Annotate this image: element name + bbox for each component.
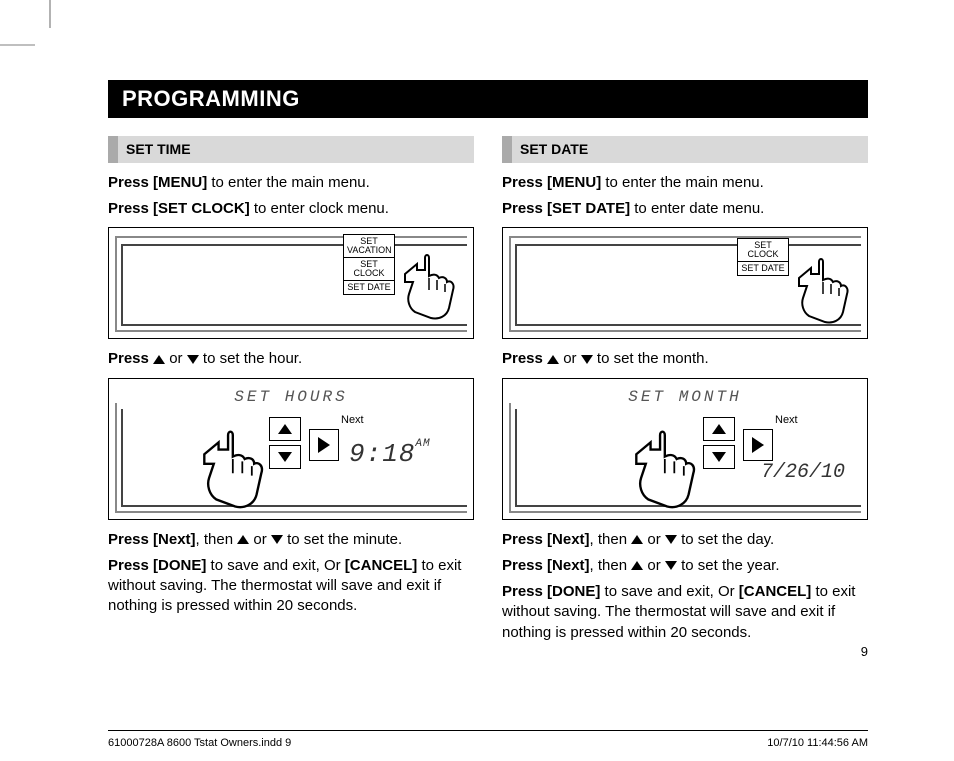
down-arrow-icon [278, 452, 292, 462]
bold-text: Press [MENU] [502, 174, 601, 191]
bold-text: [CANCEL] [739, 583, 812, 600]
section-title: PROGRAMMING [108, 80, 868, 118]
date-readout: 7/26/10 [761, 459, 845, 486]
instruction-line: Press [Next], then or to set the day. [502, 530, 868, 550]
next-button[interactable] [743, 429, 773, 461]
text: to save and exit, Or [206, 557, 344, 574]
text: to enter the main menu. [207, 174, 370, 191]
text: to enter the main menu. [601, 174, 764, 191]
next-button[interactable] [309, 429, 339, 461]
time-value: 9:18 [349, 439, 415, 469]
page-content: PROGRAMMING SET TIME Press [MENU] to ent… [108, 80, 868, 649]
lcd-title-text: SET MONTH [503, 387, 867, 409]
menu-button[interactable]: SET CLOCK [343, 257, 395, 281]
text: , then [590, 531, 632, 548]
bold-text: Press [MENU] [108, 174, 207, 191]
bold-text: Press [502, 350, 547, 367]
up-arrow-icon [153, 355, 165, 364]
instruction-line: Press [Next], then or to set the year. [502, 556, 868, 576]
text: to enter clock menu. [250, 200, 389, 217]
menu-button[interactable]: SET DATE [737, 261, 789, 276]
text: to set the month. [593, 350, 709, 367]
text: or [249, 531, 271, 548]
up-arrow-icon [712, 424, 726, 434]
set-date-column: SET DATE Press [MENU] to enter the main … [502, 136, 868, 649]
bold-text: Press [SET CLOCK] [108, 200, 250, 217]
right-arrow-icon [752, 437, 764, 453]
pointing-hand-icon [789, 250, 859, 330]
lcd-title-text: SET HOURS [109, 387, 473, 409]
bold-text: Press [DONE] [502, 583, 600, 600]
pointing-hand-icon [395, 246, 465, 326]
text: to save and exit, Or [600, 583, 738, 600]
text: or [643, 531, 665, 548]
up-arrow-icon [278, 424, 292, 434]
down-arrow-icon [665, 535, 677, 544]
instruction-line: Press [SET DATE] to enter date menu. [502, 199, 868, 219]
text: to set the year. [677, 557, 780, 574]
bold-text: Press [108, 350, 153, 367]
set-date-heading: SET DATE [502, 136, 868, 163]
menu-diagram: SET CLOCK SET DATE [502, 227, 868, 339]
next-label: Next [341, 413, 364, 428]
down-arrow-icon [271, 535, 283, 544]
up-arrow-icon [631, 561, 643, 570]
right-arrow-icon [318, 437, 330, 453]
print-footer: 61000728A 8600 Tstat Owners.indd 9 10/7/… [108, 730, 868, 749]
text: or [165, 350, 187, 367]
footer-filename: 61000728A 8600 Tstat Owners.indd 9 [108, 737, 291, 749]
menu-button[interactable]: SET CLOCK [737, 238, 789, 262]
menu-button-stack: SET VACATION SET CLOCK SET DATE [343, 234, 395, 294]
text: , then [590, 557, 632, 574]
menu-button[interactable]: SET VACATION [343, 234, 395, 258]
instruction-line: Press or to set the month. [502, 349, 868, 369]
up-arrow-icon [631, 535, 643, 544]
down-arrow-icon [665, 561, 677, 570]
menu-button-stack: SET CLOCK SET DATE [737, 238, 789, 275]
page-number: 9 [861, 644, 868, 659]
text: to set the minute. [283, 531, 402, 548]
text: to set the day. [677, 531, 774, 548]
text: or [643, 557, 665, 574]
down-arrow-icon [712, 452, 726, 462]
instruction-line: Press [DONE] to save and exit, Or [CANCE… [108, 556, 474, 617]
ampm-value: AM [415, 438, 430, 450]
pointing-hand-icon [621, 421, 711, 516]
set-time-column: SET TIME Press [MENU] to enter the main … [108, 136, 474, 649]
up-arrow-icon [547, 355, 559, 364]
bold-text: Press [Next] [108, 531, 196, 548]
down-arrow-icon [581, 355, 593, 364]
text: to enter date menu. [630, 200, 764, 217]
up-arrow-icon [237, 535, 249, 544]
menu-diagram: SET VACATION SET CLOCK SET DATE [108, 227, 474, 339]
pointing-hand-icon [189, 421, 279, 516]
text: or [559, 350, 581, 367]
time-readout: 9:18AM [349, 437, 431, 472]
set-hours-diagram: SET HOURS Next 9:18AM [108, 378, 474, 520]
set-time-heading: SET TIME [108, 136, 474, 163]
instruction-line: Press [MENU] to enter the main menu. [108, 173, 474, 193]
instruction-line: Press [DONE] to save and exit, Or [CANCE… [502, 582, 868, 643]
bold-text: Press [Next] [502, 557, 590, 574]
footer-timestamp: 10/7/10 11:44:56 AM [767, 737, 868, 749]
instruction-line: Press [Next], then or to set the minute. [108, 530, 474, 550]
text: to set the hour. [199, 350, 302, 367]
set-month-diagram: SET MONTH Next 7/26/10 [502, 378, 868, 520]
crop-marks [0, 0, 100, 70]
bold-text: Press [Next] [502, 531, 590, 548]
instruction-line: Press [SET CLOCK] to enter clock menu. [108, 199, 474, 219]
bold-text: Press [SET DATE] [502, 200, 630, 217]
down-arrow-icon [187, 355, 199, 364]
two-column-layout: SET TIME Press [MENU] to enter the main … [108, 136, 868, 649]
menu-button[interactable]: SET DATE [343, 280, 395, 295]
bold-text: Press [DONE] [108, 557, 206, 574]
instruction-line: Press or to set the hour. [108, 349, 474, 369]
next-label: Next [775, 413, 798, 428]
bold-text: [CANCEL] [345, 557, 418, 574]
text: , then [196, 531, 238, 548]
instruction-line: Press [MENU] to enter the main menu. [502, 173, 868, 193]
